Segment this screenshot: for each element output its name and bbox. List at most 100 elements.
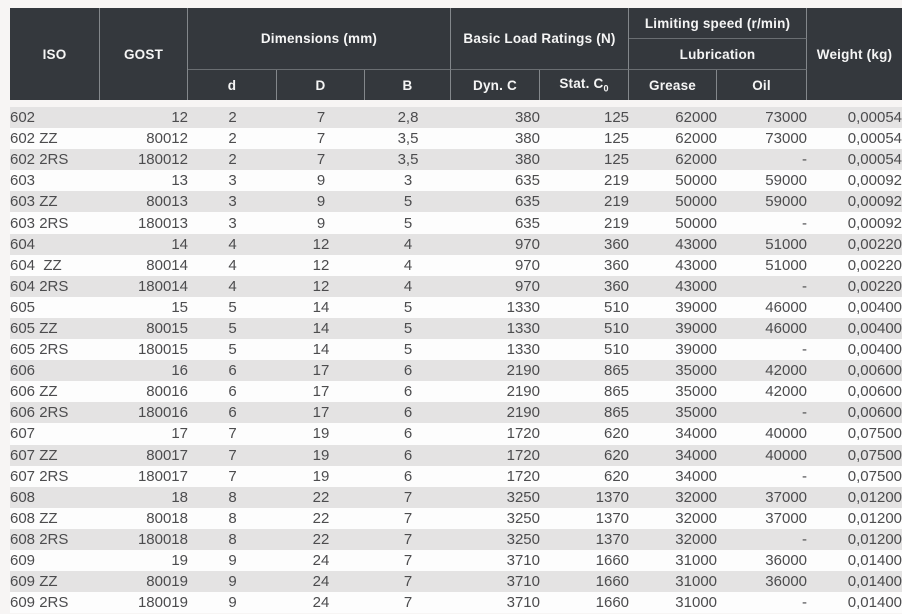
cell-d: 6 bbox=[188, 360, 277, 382]
cell-gost: 13 bbox=[100, 170, 188, 192]
table-header: ISO GOST Dimensions (mm) Basic Load Rati… bbox=[10, 8, 902, 100]
cell-weight: 0,00054 bbox=[807, 107, 902, 129]
cell-iso: 606 bbox=[10, 360, 100, 382]
cell-B: 5 bbox=[365, 296, 451, 318]
cell-B: 6 bbox=[365, 402, 451, 424]
cell-dyn-c: 1720 bbox=[451, 444, 540, 466]
cell-iso: 609 bbox=[10, 549, 100, 572]
col-header-iso: ISO bbox=[10, 8, 100, 100]
cell-stat-c0: 125 bbox=[540, 128, 630, 150]
cell-gost: 14 bbox=[100, 233, 188, 255]
cell-D: 19 bbox=[277, 465, 365, 487]
cell-D: 22 bbox=[277, 528, 365, 550]
cell-grease: 35000 bbox=[629, 402, 718, 424]
header-row-3: d D B Dyn. C Stat. C0 Grease Oil bbox=[10, 70, 902, 100]
cell-iso: 603 bbox=[10, 170, 100, 192]
cell-B: 4 bbox=[365, 275, 451, 297]
cell-stat-c0: 865 bbox=[540, 402, 630, 424]
cell-weight: 0,01400 bbox=[807, 549, 902, 572]
cell-D: 14 bbox=[277, 317, 365, 340]
cell-D: 24 bbox=[277, 592, 365, 614]
cell-B: 7 bbox=[365, 507, 451, 529]
cell-iso: 603 2RS bbox=[10, 212, 100, 234]
cell-D: 17 bbox=[277, 402, 365, 424]
cell-d: 9 bbox=[188, 571, 277, 593]
table-row: 604 2RS 180014 4 12 4 970 360 43000 - 0,… bbox=[10, 275, 902, 297]
cell-dyn-c: 1720 bbox=[451, 465, 540, 487]
cell-grease: 62000 bbox=[629, 149, 718, 171]
cell-d: 4 bbox=[188, 275, 277, 297]
cell-grease: 43000 bbox=[629, 233, 718, 255]
table-row: 608 2RS 180018 8 22 7 3250 1370 32000 - … bbox=[10, 528, 902, 550]
cell-weight: 0,00054 bbox=[807, 149, 902, 171]
cell-stat-c0: 1660 bbox=[540, 592, 630, 614]
bearing-spec-table-wrap: ISO GOST Dimensions (mm) Basic Load Rati… bbox=[10, 8, 902, 614]
cell-B: 3,5 bbox=[365, 128, 451, 150]
cell-grease: 32000 bbox=[629, 528, 718, 550]
cell-grease: 31000 bbox=[629, 549, 718, 572]
col-header-D: D bbox=[277, 70, 365, 100]
cell-B: 3,5 bbox=[365, 149, 451, 171]
cell-gost: 180012 bbox=[100, 149, 188, 171]
cell-weight: 0,00600 bbox=[807, 360, 902, 382]
cell-grease: 31000 bbox=[629, 571, 718, 593]
cell-grease: 50000 bbox=[629, 191, 718, 213]
cell-iso: 608 2RS bbox=[10, 528, 100, 550]
cell-oil: 46000 bbox=[717, 317, 808, 340]
cell-dyn-c: 3250 bbox=[451, 507, 540, 529]
cell-weight: 0,01400 bbox=[807, 592, 902, 614]
cell-dyn-c: 1330 bbox=[451, 339, 540, 361]
cell-gost: 180019 bbox=[100, 592, 188, 614]
cell-weight: 0,01200 bbox=[807, 486, 902, 508]
cell-dyn-c: 380 bbox=[451, 149, 540, 171]
cell-weight: 0,01200 bbox=[807, 528, 902, 550]
cell-B: 6 bbox=[365, 360, 451, 382]
cell-dyn-c: 2190 bbox=[451, 381, 540, 403]
cell-B: 7 bbox=[365, 486, 451, 508]
cell-oil: 73000 bbox=[717, 128, 808, 150]
cell-iso: 608 ZZ bbox=[10, 507, 100, 529]
cell-stat-c0: 620 bbox=[540, 423, 630, 445]
table-row: 609 ZZ 80019 9 24 7 3710 1660 31000 3600… bbox=[10, 571, 902, 593]
col-group-lubrication: Lubrication bbox=[629, 39, 808, 70]
cell-stat-c0: 360 bbox=[540, 254, 630, 276]
cell-d: 9 bbox=[188, 549, 277, 572]
cell-B: 5 bbox=[365, 212, 451, 234]
cell-oil: - bbox=[717, 212, 808, 234]
cell-d: 6 bbox=[188, 402, 277, 424]
table-row: 602 ZZ 80012 2 7 3,5 380 125 62000 73000… bbox=[10, 128, 902, 150]
cell-grease: 43000 bbox=[629, 254, 718, 276]
cell-gost: 80013 bbox=[100, 191, 188, 213]
cell-D: 9 bbox=[277, 191, 365, 213]
cell-D: 12 bbox=[277, 275, 365, 297]
cell-B: 4 bbox=[365, 254, 451, 276]
cell-B: 5 bbox=[365, 339, 451, 361]
table-row: 605 ZZ 80015 5 14 5 1330 510 39000 46000… bbox=[10, 317, 902, 340]
table-row: 607 ZZ 80017 7 19 6 1720 620 34000 40000… bbox=[10, 444, 902, 466]
cell-D: 19 bbox=[277, 444, 365, 466]
cell-iso: 605 bbox=[10, 296, 100, 318]
cell-D: 14 bbox=[277, 296, 365, 318]
cell-dyn-c: 635 bbox=[451, 212, 540, 234]
cell-d: 2 bbox=[188, 107, 277, 129]
cell-gost: 12 bbox=[100, 107, 188, 129]
cell-B: 7 bbox=[365, 592, 451, 614]
table-body: 602 12 2 7 2,8 380 125 62000 73000 0,000… bbox=[10, 107, 902, 614]
cell-weight: 0,00054 bbox=[807, 128, 902, 150]
cell-stat-c0: 865 bbox=[540, 381, 630, 403]
col-group-basic-load-ratings: Basic Load Ratings (N) bbox=[451, 8, 630, 70]
cell-B: 3 bbox=[365, 170, 451, 192]
cell-oil: 59000 bbox=[717, 191, 808, 213]
col-header-gost: GOST bbox=[100, 8, 188, 100]
cell-weight: 0,00600 bbox=[807, 402, 902, 424]
cell-B: 5 bbox=[365, 191, 451, 213]
cell-iso: 602 2RS bbox=[10, 149, 100, 171]
cell-stat-c0: 865 bbox=[540, 360, 630, 382]
cell-dyn-c: 970 bbox=[451, 254, 540, 276]
table-row: 604 ZZ 80014 4 12 4 970 360 43000 51000 … bbox=[10, 254, 902, 276]
cell-gost: 80017 bbox=[100, 444, 188, 466]
cell-weight: 0,01200 bbox=[807, 507, 902, 529]
col-group-limiting-speed: Limiting speed (r/min) bbox=[629, 8, 808, 39]
col-header-d: d bbox=[188, 70, 277, 100]
cell-stat-c0: 620 bbox=[540, 465, 630, 487]
